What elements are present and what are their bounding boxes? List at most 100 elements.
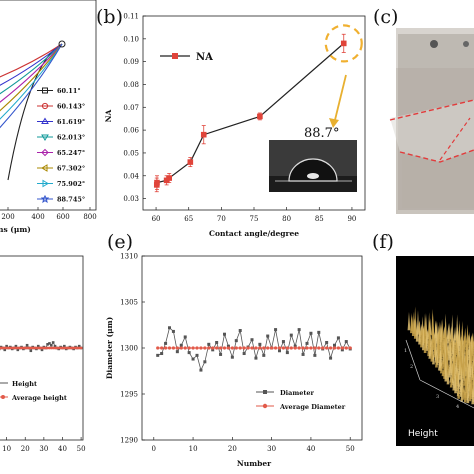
chart-b-series <box>153 33 347 193</box>
chart-e-diameter-point <box>313 353 317 357</box>
chart-e-average-point <box>203 346 207 350</box>
afm-peak <box>448 370 451 378</box>
chart-b-point <box>154 179 160 186</box>
afm-peak <box>439 364 443 374</box>
afm-peak <box>411 311 415 336</box>
chart-e-average-point <box>183 346 187 350</box>
chart-a-x-tick-label: 200 <box>1 213 14 221</box>
chart-e-diameter-point <box>258 342 262 346</box>
chart-b-y-label: NA <box>104 109 113 122</box>
chart-e-average-point <box>246 346 250 350</box>
chart-a-legend-label: 60.143° <box>57 103 85 111</box>
afm-peak <box>420 326 423 348</box>
chart-e-average-point <box>266 346 270 350</box>
afm-peak <box>446 329 450 344</box>
chart-e-y-tick-label: 1295 <box>120 391 138 399</box>
chart-b-x-tick-label: 65 <box>184 215 193 223</box>
chart-e-average-point <box>297 346 301 350</box>
chart-d-height-point <box>63 344 66 348</box>
chart-e-average-point <box>234 346 238 350</box>
chart-e-average-point <box>281 346 286 350</box>
afm-peak <box>463 335 466 355</box>
afm-peak <box>413 317 417 339</box>
chart-e-average-point <box>175 346 179 350</box>
chart-e-average-point <box>222 346 227 350</box>
afm-peak <box>459 373 463 397</box>
chart-b-legend-label: NA <box>196 52 213 63</box>
chart-d: 10 20 30 40 50 Height Average height <box>0 255 86 453</box>
chart-d-height-point <box>5 344 8 348</box>
chart-b-point <box>257 113 263 120</box>
chart-b-y-tick-label: 0.06 <box>123 127 139 135</box>
chart-d-legend-average: Average height <box>11 394 67 402</box>
chart-a-legend-marker <box>40 194 50 204</box>
chart-e-average-point <box>218 346 223 350</box>
chart-e-diameter-point <box>317 330 321 334</box>
chart-e-average-point <box>199 346 203 350</box>
afm-peak <box>446 352 450 375</box>
chart-e-diameter-point <box>344 340 348 344</box>
chart-e-average-point <box>191 346 195 350</box>
chart-d-x-tick-label: 20 <box>21 445 30 453</box>
afm-peak <box>439 347 443 371</box>
chart-e-diameter-point <box>223 332 226 336</box>
afm-peak <box>463 389 467 403</box>
chart-e-diameter-point <box>219 352 223 356</box>
chart-e-diameter-point <box>179 343 183 347</box>
afm-axis-label-2: 2 <box>410 364 413 370</box>
chart-b-x-tick-label: 90 <box>347 215 356 223</box>
chart-e-y-tick-label: 1290 <box>120 437 138 445</box>
chart-a-x-tick-label: 400 <box>31 213 44 221</box>
chart-e-average-point <box>171 346 176 350</box>
chart-d-height-point <box>16 348 20 352</box>
chart-e-average-point <box>187 346 191 350</box>
chart-e-diameter-point <box>278 349 281 353</box>
chart-b-y-tick-label: 0.11 <box>123 13 139 21</box>
chart-e-average-point <box>242 346 246 350</box>
chart-e-diameter-point <box>266 334 270 338</box>
afm-peak <box>452 378 456 391</box>
chart-d-x-ticks: 10 20 30 40 50 <box>2 437 86 453</box>
chart-e-average-point <box>325 346 329 350</box>
chart-e-x-tick-label: 50 <box>346 445 355 453</box>
chart-e-diameter-point <box>336 336 340 340</box>
chart-a-curve <box>0 43 63 103</box>
afm-axes: 1 2 3 4 <box>404 339 474 410</box>
chart-e-diameter-point <box>207 342 211 346</box>
chart-b-ticks: 60 65 70 75 80 85 90 0.03 0.04 0.05 0.06 0.07 0.08 0.… <box>123 13 356 224</box>
chart-e-diameter-point <box>242 352 246 356</box>
chart-e-diameter-point <box>333 343 336 347</box>
chart-a-legend-label: 60.11° <box>57 87 81 95</box>
afm-peak <box>415 324 419 342</box>
chart-a-legend-marker <box>41 102 49 110</box>
chart-d-height-point <box>36 344 40 348</box>
chart-e-average-point <box>293 346 297 350</box>
chart-d-average-point <box>79 346 83 350</box>
chart-b-y-tick-label: 0.04 <box>123 172 139 180</box>
chart-b-x-label: Contact angle/degree <box>209 229 299 238</box>
chart-e-diameter-point <box>305 341 309 345</box>
afm-surface <box>407 306 474 405</box>
chart-e-average-point <box>258 346 262 350</box>
afm-peak <box>469 344 473 368</box>
chart-e-x-tick-label: 10 <box>189 445 198 453</box>
chart-e-average-point <box>348 346 352 350</box>
chart-e-x-tick-label: 40 <box>306 445 315 453</box>
chart-b-x-tick-label: 85 <box>315 215 324 223</box>
chart-b-y-tick-label: 0.09 <box>123 58 139 66</box>
chart-e-legend-marker-average <box>262 403 268 409</box>
chart-e-y-tick-label: 1300 <box>120 345 138 353</box>
chart-e-average-point <box>305 346 309 350</box>
chart-e-diameter-point <box>262 353 266 357</box>
chart-e-average-point <box>273 346 278 350</box>
chart-a-curve <box>0 43 63 86</box>
panel-label-c: (c) <box>373 6 398 28</box>
chart-e-diameter-point <box>325 340 329 344</box>
chart-e-diameter-point <box>199 368 203 372</box>
chart-e-diameter-point <box>329 356 333 360</box>
chart-e-average-point <box>238 346 242 350</box>
chart-b: NA Contact angle/degree 60 65 70 75 80 85 90 0.… <box>104 13 366 238</box>
highlight-halo <box>324 24 363 128</box>
panel-label-f: (f) <box>372 231 394 253</box>
afm-peak <box>407 311 411 331</box>
